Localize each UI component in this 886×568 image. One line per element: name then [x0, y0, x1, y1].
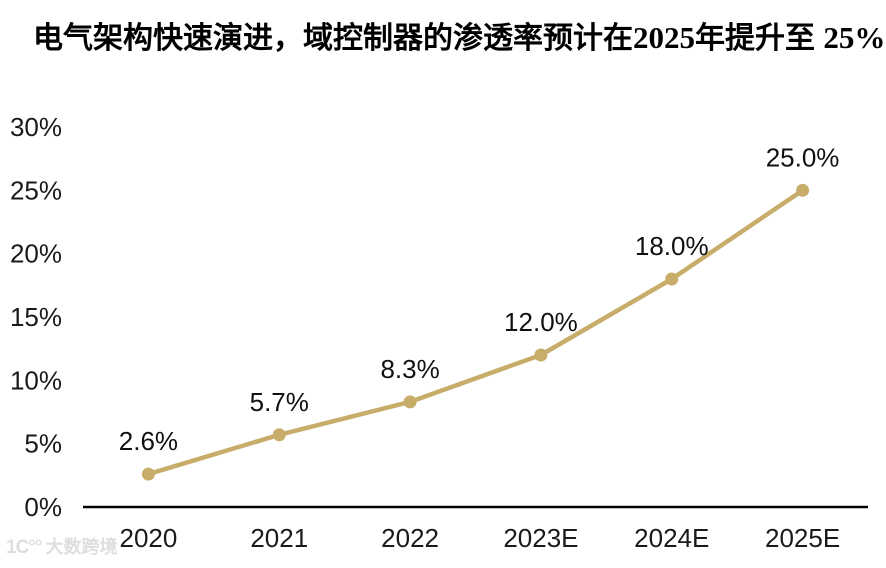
y-axis-tick-label: 0%: [24, 492, 62, 522]
data-point-marker: [665, 272, 679, 286]
data-point-marker: [141, 467, 155, 481]
y-axis-tick-label: 15%: [10, 302, 62, 332]
data-point-label: 2.6%: [119, 426, 178, 456]
watermark-logo-icon: 1C°°: [6, 537, 42, 558]
x-axis-tick-label: 2025E: [765, 523, 840, 553]
title-percent: 25%: [823, 20, 886, 55]
data-point-label: 8.3%: [380, 354, 439, 384]
data-point-label: 25.0%: [766, 142, 840, 172]
y-axis-tick-label: 10%: [10, 365, 62, 395]
data-point-marker: [796, 183, 810, 197]
x-axis-tick-label: 2021: [250, 523, 308, 553]
title-year: 2025: [633, 20, 695, 55]
watermark: 1C°° 大数跨境: [6, 533, 117, 559]
y-axis-tick-label: 5%: [24, 429, 62, 459]
watermark-brand-text: 大数跨境: [45, 537, 118, 557]
data-point-marker: [272, 428, 286, 442]
title-text-cn-2: 年提升至: [695, 22, 824, 55]
series-line: [146, 188, 805, 477]
x-axis-tick-label: 2020: [119, 523, 177, 553]
data-point-marker: [403, 395, 417, 409]
data-point-label: 12.0%: [504, 307, 578, 337]
data-point-marker: [534, 348, 548, 362]
chart-title: 电气架构快速演进，域控制器的渗透率预计在2025年提升至 25%: [33, 13, 885, 57]
data-point-label: 5.7%: [250, 387, 309, 417]
y-axis-tick-label: 30%: [10, 112, 62, 142]
y-axis-tick-label: 25%: [10, 175, 62, 205]
x-axis-tick-label: 2023E: [503, 523, 578, 553]
data-point-label: 18.0%: [635, 231, 709, 261]
x-axis-tick-label: 2024E: [634, 523, 709, 553]
title-text-cn-1: 电气架构快速演进，域控制器的渗透率预计在: [33, 22, 633, 55]
x-axis-tick-label: 2022: [381, 523, 439, 553]
y-axis-tick-label: 20%: [10, 239, 62, 269]
